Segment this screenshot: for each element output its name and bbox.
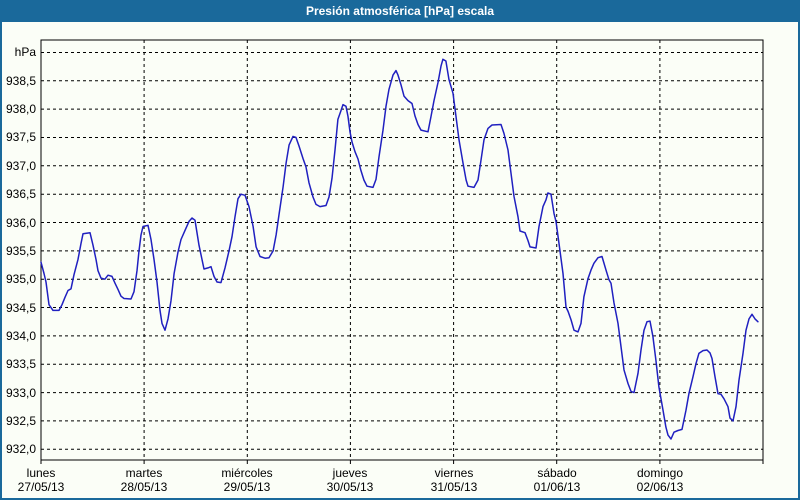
day-date: 01/06/13 — [533, 480, 581, 494]
day-date: 27/05/13 — [17, 480, 65, 494]
y-tick-label: 938,5 — [5, 74, 36, 88]
day-name: miércoles — [221, 466, 273, 480]
x-day-label: viernes 31/05/13 — [402, 466, 506, 494]
title-bar: Presión atmosférica [hPa] escala — [2, 0, 798, 22]
day-name: sábado — [537, 466, 577, 480]
y-tick-label: 936,5 — [5, 187, 36, 201]
x-day-label: miércoles 29/05/13 — [195, 466, 299, 494]
y-axis-unit-label: hPa — [14, 45, 36, 59]
y-tick-label: 937,5 — [5, 130, 36, 144]
day-name: martes — [125, 466, 163, 480]
y-tick-label: 938,0 — [5, 102, 36, 116]
day-date: 29/05/13 — [223, 480, 271, 494]
day-name: lunes — [26, 466, 56, 480]
x-day-label: martes 28/05/13 — [92, 466, 196, 494]
y-tick-label: 933,5 — [5, 357, 36, 371]
y-tick-label: 934,0 — [5, 329, 36, 343]
day-date: 28/05/13 — [120, 480, 168, 494]
y-tick-label: 932,5 — [5, 414, 36, 428]
x-day-label: jueves 30/05/13 — [298, 466, 402, 494]
x-day-label: domingo 02/06/13 — [608, 466, 712, 494]
y-tick-label: 937,0 — [5, 159, 36, 173]
x-day-label: lunes 27/05/13 — [2, 466, 93, 494]
y-tick-label: 932,0 — [5, 442, 36, 456]
y-tick-label: 935,0 — [5, 272, 36, 286]
pressure-line — [40, 58, 759, 440]
day-date: 02/06/13 — [636, 480, 684, 494]
day-name: viernes — [434, 466, 474, 480]
y-tick-label: 933,0 — [5, 386, 36, 400]
page-title: Presión atmosférica [hPa] escala — [305, 4, 495, 18]
x-day-label: sábado 01/06/13 — [505, 466, 609, 494]
y-tick-label: 935,5 — [5, 244, 36, 258]
plot-border — [40, 39, 764, 461]
y-tick-label: 934,5 — [5, 301, 36, 315]
day-name: jueves — [332, 466, 368, 480]
day-date: 30/05/13 — [326, 480, 374, 494]
day-name: domingo — [636, 466, 684, 480]
y-tick-label: 936,0 — [5, 216, 36, 230]
day-date: 31/05/13 — [430, 480, 478, 494]
